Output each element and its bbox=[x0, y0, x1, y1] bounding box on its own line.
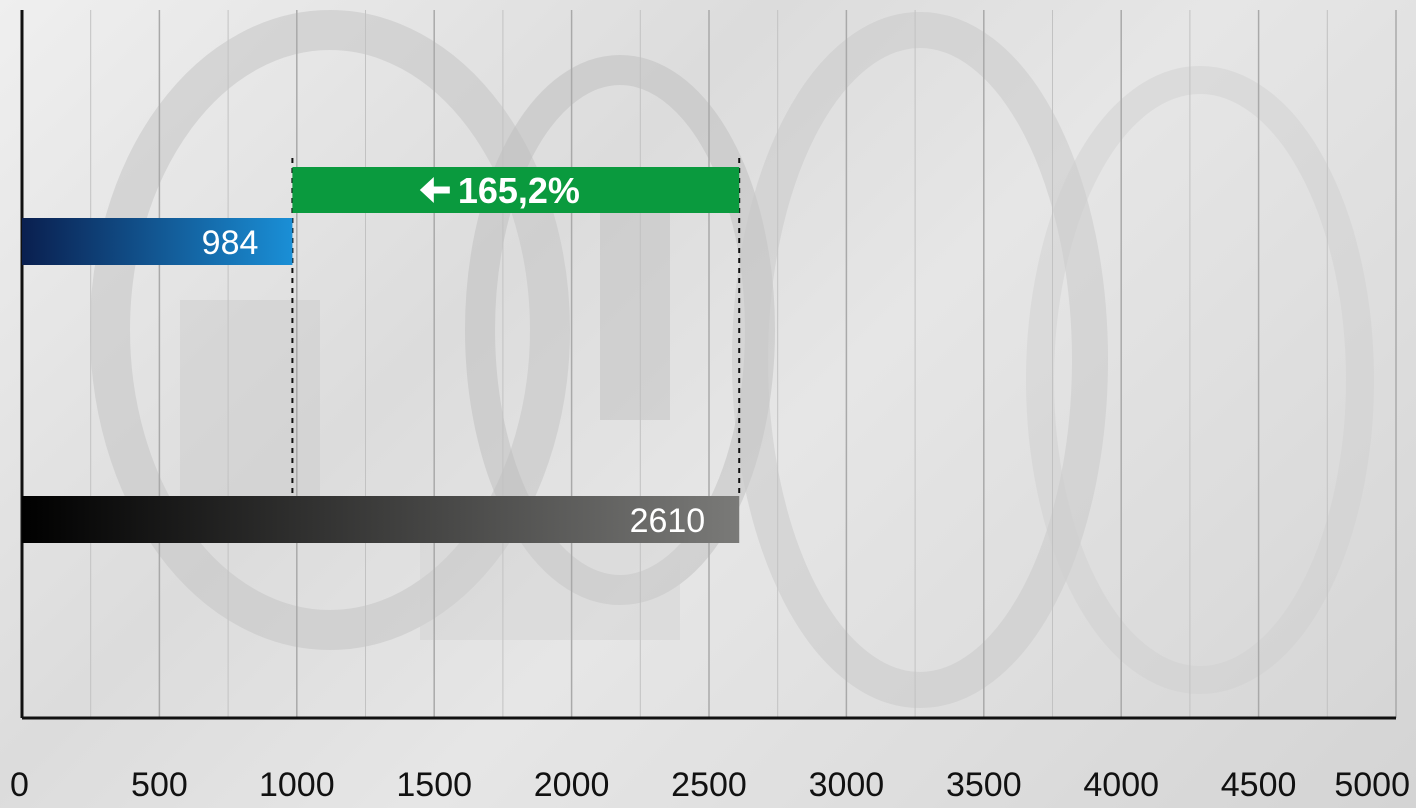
bar-value-label: 2610 bbox=[630, 502, 706, 540]
x-tick-label: 4000 bbox=[1083, 766, 1159, 804]
left-arrow-icon bbox=[419, 177, 450, 203]
bars: 984 2610 165,2% bbox=[22, 167, 740, 543]
x-axis-tick-labels: 0 500 1000 1500 2000 2500 3000 3500 4000 4500 5000 bbox=[10, 766, 1410, 804]
x-tick-label: 5000 bbox=[1334, 766, 1410, 804]
x-tick-label: 0 bbox=[10, 766, 29, 804]
x-tick-label: 1500 bbox=[396, 766, 472, 804]
x-tick-label: 2000 bbox=[534, 766, 610, 804]
delta-bar bbox=[292, 167, 740, 213]
gridlines bbox=[90, 10, 1397, 718]
bar-984 bbox=[22, 218, 293, 265]
bar-value-label: 984 bbox=[202, 224, 259, 262]
axes bbox=[20, 10, 1396, 720]
x-tick-label: 2500 bbox=[671, 766, 747, 804]
x-tick-label: 4500 bbox=[1221, 766, 1297, 804]
x-tick-label: 3000 bbox=[809, 766, 885, 804]
x-tick-label: 1000 bbox=[259, 766, 335, 804]
x-tick-label: 500 bbox=[131, 766, 188, 804]
bar-2610 bbox=[22, 496, 740, 543]
comparison-connectors bbox=[291, 158, 741, 496]
delta-percent-label: 165,2% bbox=[458, 170, 580, 211]
x-tick-label: 3500 bbox=[946, 766, 1022, 804]
